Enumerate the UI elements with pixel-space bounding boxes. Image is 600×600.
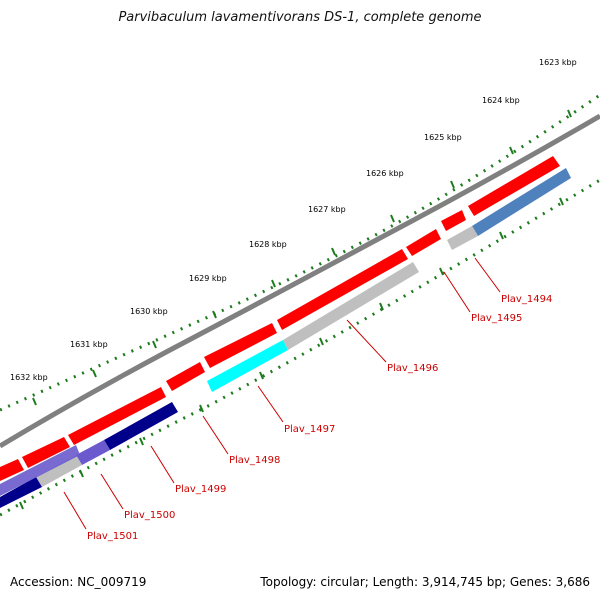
gene-label: Plav_1494 <box>501 294 552 305</box>
tick-mark <box>259 371 264 380</box>
tick-mark <box>271 279 276 288</box>
cds-arrow <box>166 362 205 391</box>
tick-mark <box>139 437 144 446</box>
tick-mark <box>19 501 24 510</box>
tick-mark <box>559 197 564 206</box>
scale-label: 1631 kbp <box>70 340 108 349</box>
cds-arrow <box>441 210 466 231</box>
scale-label: 1629 kbp <box>189 274 227 283</box>
tick-mark <box>32 397 37 406</box>
tick-mark <box>212 310 217 319</box>
scale-label: 1626 kbp <box>366 169 404 178</box>
blast-hit <box>0 445 80 496</box>
leader-line <box>346 319 387 363</box>
tick-mark <box>319 337 324 346</box>
accession-text: Accession: NC_009719 <box>10 575 147 589</box>
tick-mark <box>199 404 204 413</box>
tick-mark <box>450 180 455 189</box>
cds-arrow <box>22 437 70 468</box>
blast-hit <box>447 226 478 250</box>
inner-scale-ring <box>0 178 600 517</box>
genome-backbone <box>0 113 600 449</box>
blast-track <box>0 168 571 508</box>
outer-major-ticks <box>32 109 572 406</box>
tick-mark <box>439 267 444 276</box>
leader-line <box>474 257 501 293</box>
blast-hit <box>207 340 288 392</box>
leader-line <box>100 473 124 510</box>
leader-line <box>443 271 471 313</box>
leader-line <box>63 491 87 530</box>
scale-label: 1623 kbp <box>539 58 577 67</box>
blast-hit <box>472 168 571 236</box>
tick-mark <box>567 109 572 118</box>
blast-hit <box>104 402 178 450</box>
blast-hit <box>76 440 110 465</box>
tick-mark <box>499 231 504 240</box>
cds-arrow <box>468 156 560 216</box>
cds-track <box>0 156 560 481</box>
gene-label: Plav_1500 <box>124 510 175 521</box>
scale-labels: 1623 kbp 1624 kbp 1625 kbp 1626 kbp 1627… <box>10 58 577 382</box>
label-leaders <box>63 257 501 530</box>
gene-label: Plav_1499 <box>175 484 226 495</box>
blast-hit <box>283 262 419 350</box>
cds-arrow <box>204 323 277 368</box>
tick-mark <box>509 146 514 155</box>
topology-text: Topology: circular; Length: 3,914,745 bp… <box>260 575 590 589</box>
scale-label: 1625 kbp <box>424 133 462 142</box>
outer-scale-ring <box>0 93 600 412</box>
leader-line <box>257 385 284 423</box>
leader-line <box>202 415 229 455</box>
gene-label: Plav_1497 <box>284 424 335 435</box>
tick-mark <box>379 302 384 311</box>
leader-line <box>150 445 175 484</box>
gene-label: Plav_1495 <box>471 313 522 324</box>
tick-mark <box>92 369 97 378</box>
tick-mark <box>331 247 336 256</box>
blast-hit <box>36 455 82 487</box>
scale-label: 1632 kbp <box>10 373 48 382</box>
scale-label: 1628 kbp <box>249 240 287 249</box>
gene-labels: Plav_1494 Plav_1495 Plav_1496 Plav_1497 … <box>87 294 552 542</box>
scale-label: 1630 kbp <box>130 307 168 316</box>
cds-arrow <box>406 229 441 256</box>
inner-major-ticks <box>19 197 564 510</box>
tick-mark <box>79 469 84 478</box>
gene-label: Plav_1496 <box>387 363 438 374</box>
cds-arrow <box>277 249 408 330</box>
map-title: Parvibaculum lavamentivorans DS-1, compl… <box>118 10 482 25</box>
cds-arrow <box>68 387 166 445</box>
gene-label: Plav_1498 <box>229 455 280 466</box>
tick-mark <box>152 340 157 349</box>
tick-mark <box>390 214 395 223</box>
blast-hit <box>0 477 42 508</box>
scale-label: 1624 kbp <box>482 96 520 105</box>
cds-arrow <box>0 459 24 481</box>
scale-label: 1627 kbp <box>308 205 346 214</box>
gene-label: Plav_1501 <box>87 531 138 542</box>
